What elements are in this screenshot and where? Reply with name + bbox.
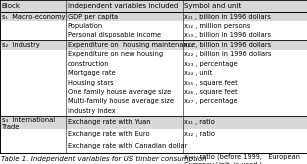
Text: Exchange rate with Yuan: Exchange rate with Yuan xyxy=(68,119,150,125)
Text: x₃₂ , ratio: x₃₂ , ratio xyxy=(184,131,215,137)
Text: x₂₅ , square feet: x₂₅ , square feet xyxy=(184,80,238,85)
Text: One family house average size: One family house average size xyxy=(68,89,171,95)
Text: Exchange rate with Euro: Exchange rate with Euro xyxy=(68,131,149,137)
Text: x₃₁ , ratio: x₃₁ , ratio xyxy=(184,119,215,125)
Text: x₁₃ , billion in 1996 dollars: x₁₃ , billion in 1996 dollars xyxy=(184,32,271,38)
Text: industry index: industry index xyxy=(68,108,115,114)
Text: Table 1. Independent variables for US timber consumption: Table 1. Independent variables for US ti… xyxy=(1,156,206,162)
Bar xyxy=(0,12,307,21)
Text: Personal disposable income: Personal disposable income xyxy=(68,32,161,38)
Bar xyxy=(0,0,307,12)
Text: x₃₃ , ratio (before 1999,   European
Currency Unit  is used ): x₃₃ , ratio (before 1999, European Curre… xyxy=(184,154,300,164)
Text: Expenditure on  housing maintenance: Expenditure on housing maintenance xyxy=(68,42,195,48)
Text: x₂₆ , square feet: x₂₆ , square feet xyxy=(184,89,238,95)
Text: Expenditure on new housing: Expenditure on new housing xyxy=(68,51,163,57)
Text: Exchange rate with Canadian dollar: Exchange rate with Canadian dollar xyxy=(68,143,187,149)
Text: Population: Population xyxy=(68,23,103,29)
Bar xyxy=(0,115,307,129)
Text: x₂₂ , billion in 1996 dollars: x₂₂ , billion in 1996 dollars xyxy=(184,51,272,57)
Text: s₂  Industry: s₂ Industry xyxy=(2,42,40,48)
Text: Mortgage rate: Mortgage rate xyxy=(68,70,115,76)
Text: x₁₂ , million persons: x₁₂ , million persons xyxy=(184,23,251,29)
Text: Block: Block xyxy=(2,3,21,9)
Text: s₃  International
Trade: s₃ International Trade xyxy=(2,117,55,130)
Text: x₂₄ , unit: x₂₄ , unit xyxy=(184,70,212,76)
Text: Independent variables included: Independent variables included xyxy=(68,3,178,9)
Text: x₁₁ , billion in 1996 dollars: x₁₁ , billion in 1996 dollars xyxy=(184,13,271,20)
Text: Symbol and unit: Symbol and unit xyxy=(184,3,241,9)
Bar xyxy=(0,40,307,50)
Text: Multi-family house average size: Multi-family house average size xyxy=(68,98,173,104)
Text: construction: construction xyxy=(68,61,109,67)
Text: x₂₃ , percentage: x₂₃ , percentage xyxy=(184,61,238,67)
Text: Housing stars: Housing stars xyxy=(68,80,113,85)
Text: s₁  Macro-economy: s₁ Macro-economy xyxy=(2,13,65,20)
Text: GDP per capita: GDP per capita xyxy=(68,13,118,20)
Text: x₂₇ , percentage: x₂₇ , percentage xyxy=(184,98,238,104)
Text: x₂₁ , billion in 1996 dollars: x₂₁ , billion in 1996 dollars xyxy=(184,42,271,48)
